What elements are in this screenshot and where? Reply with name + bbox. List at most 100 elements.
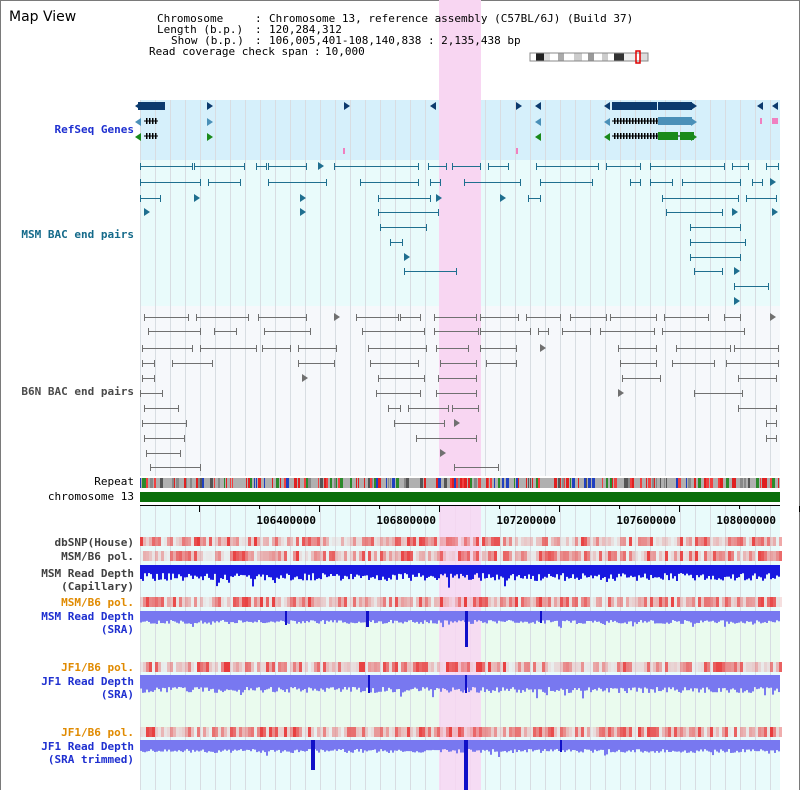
track-label-jf1-depth-sra-sub[interactable]: (SRA): [100, 688, 134, 701]
jf1-pol-2-heat-cell: [605, 727, 608, 737]
msm-sra-depth-bar: [548, 611, 550, 621]
jf1-pol-heat-cell: [602, 662, 605, 672]
msm-pol-2-heat-cell: [725, 597, 728, 607]
msm-pol-heat-cell: [452, 551, 455, 561]
msm-sra-depth-bar: [672, 611, 674, 621]
msm-pol-heat-cell: [347, 551, 350, 561]
jf1-sra-depth-bar: [350, 675, 352, 692]
jf1-sra-depth-bar: [598, 675, 600, 688]
jf1-pol-2-heat-cell: [158, 727, 161, 737]
msm-pol-heat-cell: [635, 551, 638, 561]
msm-pol-heat-cell: [281, 551, 284, 561]
track-label-repeat[interactable]: Repeat: [94, 475, 134, 488]
msm-pol-heat-cell: [200, 551, 203, 561]
jf1-sra-depth-bar: [146, 675, 148, 690]
track-label-msm-bac[interactable]: MSM BAC end pairs: [21, 228, 134, 241]
msm-capillary-depth-bar: [354, 565, 356, 577]
repeat-element: [334, 478, 336, 488]
jf1-trim-depth-bar: [712, 740, 714, 756]
dbsnp-heat-cell: [461, 537, 464, 546]
msm-capillary-depth-bar: [278, 565, 280, 579]
msm-capillary-depth-bar: [532, 565, 534, 576]
msm-sra-depth-bar: [660, 611, 662, 624]
dbsnp-heat-cell: [353, 537, 356, 546]
msm-sra-depth-bar: [342, 611, 344, 623]
dbsnp-heat-cell: [581, 537, 584, 546]
msm-sra-depth-bar: [292, 611, 294, 621]
repeat-element: [186, 478, 187, 488]
jf1-trim-depth-bar: [328, 740, 330, 752]
jf1-sra-depth-bar: [154, 675, 156, 691]
jf1-trim-depth-bar: [408, 740, 410, 752]
jf1-pol-heat-cell: [539, 662, 542, 672]
track-label-msm-pol[interactable]: MSM/B6 pol.: [61, 550, 134, 563]
jf1-sra-depth-bar: [416, 675, 418, 689]
msm-sra-depth-bar: [448, 611, 450, 625]
msm-pol-2-heat-cell: [557, 597, 560, 607]
jf1-trim-depth-bar: [708, 740, 710, 752]
msm-sra-depth-bar: [654, 611, 656, 624]
msm-pol-2-heat-cell: [176, 597, 179, 607]
msm-pol-heat-cell: [260, 551, 263, 561]
msm-pol-2-heat-cell: [686, 597, 689, 607]
dbsnp-heat-cell: [764, 537, 767, 546]
track-label-jf1-pol[interactable]: JF1/B6 pol.: [61, 661, 134, 674]
jf1-sra-depth-bar: [482, 675, 484, 688]
track-label-msm-depth-sra-sub[interactable]: (SRA): [100, 623, 134, 636]
jf1-sra-depth-bar: [658, 675, 660, 692]
jf1-pol-heat-cell: [212, 662, 215, 672]
jf1-pol-heat-cell: [743, 662, 746, 672]
jf1-pol-2-heat-cell: [767, 727, 770, 737]
msm-pol-2-heat-cell: [569, 597, 572, 607]
repeat-element: [570, 478, 571, 488]
msm-capillary-depth-bar: [622, 565, 624, 574]
msm-pol-heat-cell: [500, 551, 503, 561]
track-label-jf1-depth-trim[interactable]: JF1 Read Depth: [41, 740, 134, 753]
msm-pol-2-heat-cell: [212, 597, 215, 607]
jf1-trim-depth-bar: [684, 740, 686, 751]
jf1-trim-depth-bar: [724, 740, 726, 753]
msm-capillary-depth-bar: [352, 565, 354, 580]
msm-capillary-depth-bar: [384, 565, 386, 580]
dbsnp-heat-cell: [425, 537, 428, 546]
msm-pol-heat-cell: [377, 551, 380, 561]
repeat-element: [748, 478, 750, 488]
jf1-pol-heat-cell: [278, 662, 281, 672]
jf1-trim-depth-bar: [556, 740, 558, 750]
track-label-b6n-bac[interactable]: B6N BAC end pairs: [21, 385, 134, 398]
track-label-chromosome[interactable]: chromosome 13: [47, 490, 134, 503]
track-label-refseq[interactable]: RefSeq Genes: [54, 123, 134, 136]
dbsnp-heat-cell: [401, 537, 404, 546]
jf1-sra-depth-bar: [318, 675, 320, 692]
jf1-trim-depth-bar: [204, 740, 206, 752]
msm-sra-depth-bar: [298, 611, 300, 622]
jf1-trim-depth-bar: [250, 740, 252, 752]
track-label-msm-depth-capillary[interactable]: MSM Read Depth: [41, 567, 134, 580]
msm-sra-depth-bar: [234, 611, 236, 624]
jf1-sra-depth-bar: [238, 675, 240, 690]
track-label-msm-depth-capillary-sub[interactable]: (Capillary): [61, 580, 134, 593]
track-label-msm-pol-2[interactable]: MSM/B6 pol.: [61, 596, 134, 609]
jf1-pol-heat-cell: [209, 662, 212, 672]
track-label-jf1-pol-2[interactable]: JF1/B6 pol.: [61, 726, 134, 739]
jf1-trim-depth-bar: [504, 740, 506, 751]
msm-capillary-depth-bar: [658, 565, 660, 578]
jf1-pol-heat-cell: [584, 662, 587, 672]
jf1-trim-depth-bar: [274, 740, 276, 752]
msm-capillary-depth-bar: [644, 565, 646, 574]
msm-sra-depth-bar: [214, 611, 216, 623]
track-label-msm-depth-sra[interactable]: MSM Read Depth: [41, 610, 134, 623]
msm-pol-2-heat-cell: [293, 597, 296, 607]
repeat-element: [146, 478, 148, 488]
track-label-jf1-depth-trim-sub[interactable]: (SRA trimmed): [47, 753, 134, 766]
msm-capillary-depth-bar: [504, 565, 506, 587]
track-label-dbsnp[interactable]: dbSNP(House): [54, 536, 134, 549]
msm-pol-2-heat-cell: [446, 597, 449, 607]
jf1-pol-2-heat-cell: [611, 727, 614, 737]
track-label-jf1-depth-sra[interactable]: JF1 Read Depth: [41, 675, 134, 688]
msm-sra-depth-bar: [142, 611, 144, 622]
jf1-trim-depth-bar: [238, 740, 240, 751]
repeat-element: [420, 478, 423, 488]
msm-pol-2-heat-cell: [683, 597, 686, 607]
